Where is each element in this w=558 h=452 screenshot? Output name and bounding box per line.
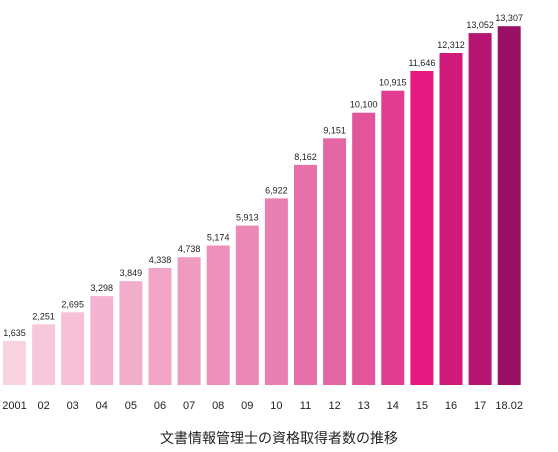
x-tick-label-2001: 2001: [2, 400, 26, 412]
bar-12: [323, 138, 347, 385]
bar-03: [61, 312, 85, 385]
x-tick-label-09: 09: [241, 400, 253, 412]
x-tick-label-10: 10: [270, 400, 282, 412]
bar-02: [32, 324, 56, 385]
x-tick-label-12: 12: [328, 400, 340, 412]
bar-16: [439, 53, 463, 385]
x-tick-label-05: 05: [125, 400, 137, 412]
bar-18.02: [497, 26, 521, 385]
bar-11: [294, 164, 317, 385]
value-labels-group: 1,635 2,251 2,695 3,298 3,849 4,338 4,738 5,174…: [3, 13, 523, 338]
x-tick-label-06: 06: [154, 400, 166, 412]
bars-group: [3, 26, 521, 385]
x-tick-label-04: 04: [96, 400, 108, 412]
bar-17: [468, 33, 492, 385]
value-label-02: 2,251: [32, 311, 55, 321]
value-label-2001: 1,635: [3, 328, 26, 338]
x-tick-label-02: 02: [37, 400, 49, 412]
x-tick-label-03: 03: [67, 400, 79, 412]
bar-04: [90, 296, 114, 385]
value-label-04: 3,298: [91, 283, 114, 293]
x-tick-label-16: 16: [445, 400, 457, 412]
value-label-07: 4,738: [178, 244, 201, 254]
value-label-12: 9,151: [323, 125, 346, 135]
value-label-11: 8,162: [294, 152, 317, 162]
x-tick-label-18.02: 18.02: [495, 400, 523, 412]
x-tick-label-15: 15: [416, 400, 428, 412]
bar-13: [352, 112, 376, 385]
value-label-08: 5,174: [207, 233, 230, 243]
bar-07: [177, 257, 201, 385]
chart-title: 文書情報管理士の資格取得者数の推移: [160, 431, 398, 447]
value-label-06: 4,338: [149, 255, 172, 265]
value-label-17: 13,052: [466, 20, 494, 30]
bar-15: [410, 71, 434, 385]
x-tick-label-07: 07: [183, 400, 195, 412]
bar-14: [381, 90, 405, 385]
x-tick-label-11: 11: [300, 400, 311, 412]
x-tick-labels-group: 2001 02 03 04 05 06 07 08 09 10 11 12 13 14 15 16 17 18.0…: [2, 400, 523, 412]
value-label-09: 5,913: [236, 213, 259, 223]
bar-08: [206, 245, 230, 385]
bar-06: [148, 268, 172, 385]
value-label-18.02: 13,307: [495, 13, 523, 23]
value-label-13: 10,100: [350, 100, 378, 110]
x-tick-label-13: 13: [358, 400, 370, 412]
value-label-03: 2,695: [61, 299, 84, 309]
x-tick-label-17: 17: [474, 400, 486, 412]
value-label-05: 3,849: [120, 268, 143, 278]
x-tick-label-14: 14: [387, 400, 399, 412]
value-label-16: 12,312: [437, 40, 465, 50]
value-label-15: 11,646: [408, 58, 435, 68]
bar-2001: [3, 340, 26, 385]
value-label-14: 10,915: [379, 78, 407, 88]
bar-05: [119, 281, 143, 385]
bar-10: [264, 198, 288, 385]
bar-09: [235, 225, 259, 385]
value-label-10: 6,922: [265, 185, 288, 195]
x-tick-label-08: 08: [212, 400, 224, 412]
